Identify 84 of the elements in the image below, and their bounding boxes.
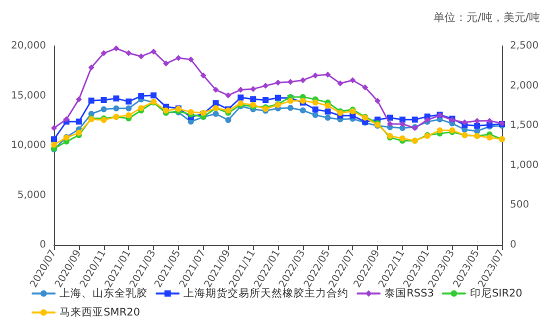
point xyxy=(275,94,281,101)
y2-tick-label: 0 xyxy=(510,240,516,250)
point xyxy=(188,56,194,63)
point xyxy=(138,53,144,60)
point xyxy=(212,110,219,117)
point xyxy=(312,112,318,118)
point xyxy=(300,107,306,114)
point xyxy=(76,96,82,102)
point xyxy=(212,100,219,106)
point xyxy=(337,80,344,86)
point xyxy=(126,50,132,56)
point xyxy=(387,121,393,128)
legend-label: 上海、山东全乳胶 xyxy=(60,286,148,300)
point xyxy=(113,95,120,102)
point xyxy=(76,130,82,136)
point xyxy=(324,102,331,109)
point xyxy=(374,98,381,104)
point xyxy=(51,124,57,131)
y2-tick-label: 2,500 xyxy=(510,40,539,52)
point xyxy=(312,106,318,112)
point xyxy=(150,48,157,55)
point xyxy=(163,60,169,67)
point xyxy=(350,77,356,84)
point xyxy=(462,119,468,126)
y2-tick-label: 1,500 xyxy=(510,120,539,132)
y-tick-label: 15,000 xyxy=(11,90,46,102)
point xyxy=(250,96,256,102)
point xyxy=(126,112,132,118)
point xyxy=(324,108,331,115)
point xyxy=(100,50,107,56)
y-tick-label: 10,000 xyxy=(11,140,46,151)
point xyxy=(262,82,269,89)
point xyxy=(113,45,120,52)
point xyxy=(287,78,294,85)
y-tick-label: 0 xyxy=(40,240,46,250)
point xyxy=(250,86,256,92)
point xyxy=(238,94,244,101)
point xyxy=(387,114,393,121)
point xyxy=(200,72,206,78)
point xyxy=(324,114,331,121)
y-tick-label: 5,000 xyxy=(17,190,46,201)
point xyxy=(138,93,144,100)
point xyxy=(275,80,281,86)
point xyxy=(51,142,57,148)
point xyxy=(312,100,318,106)
point xyxy=(63,116,70,122)
point xyxy=(113,105,120,112)
point xyxy=(225,92,232,98)
point xyxy=(238,86,244,93)
legend-label: 印尼SIR20 xyxy=(470,286,522,300)
point xyxy=(287,104,294,111)
point xyxy=(474,122,480,129)
point xyxy=(486,134,493,141)
point xyxy=(300,77,306,84)
point xyxy=(399,116,406,123)
point xyxy=(150,92,157,98)
point xyxy=(212,86,219,93)
y-tick-label: 20,000 xyxy=(11,40,46,52)
point xyxy=(312,72,318,78)
point xyxy=(362,84,368,90)
point xyxy=(436,127,443,134)
point xyxy=(262,97,269,104)
legend-label: 马来西亚SMR20 xyxy=(60,306,140,318)
y2-tick-label: 500 xyxy=(510,200,530,211)
point xyxy=(126,98,132,105)
point xyxy=(486,118,493,124)
point xyxy=(100,106,107,112)
legend-label: 上海期货交易所天然橡胶主力合约 xyxy=(184,286,349,300)
y2-tick-label: 2,000 xyxy=(510,80,539,92)
point xyxy=(287,98,294,104)
point xyxy=(412,116,418,123)
y2-tick-label: 1,000 xyxy=(510,160,539,171)
point xyxy=(76,118,82,125)
point xyxy=(51,136,57,142)
point xyxy=(225,117,232,124)
point xyxy=(126,105,132,112)
point xyxy=(100,97,107,104)
point xyxy=(88,98,94,104)
legend-label: 泰国RSS3 xyxy=(384,288,434,300)
point xyxy=(324,72,331,78)
point xyxy=(88,64,94,70)
point xyxy=(399,135,406,142)
text: 单位：元/吨，美元/吨 xyxy=(434,11,540,24)
point xyxy=(175,54,182,61)
